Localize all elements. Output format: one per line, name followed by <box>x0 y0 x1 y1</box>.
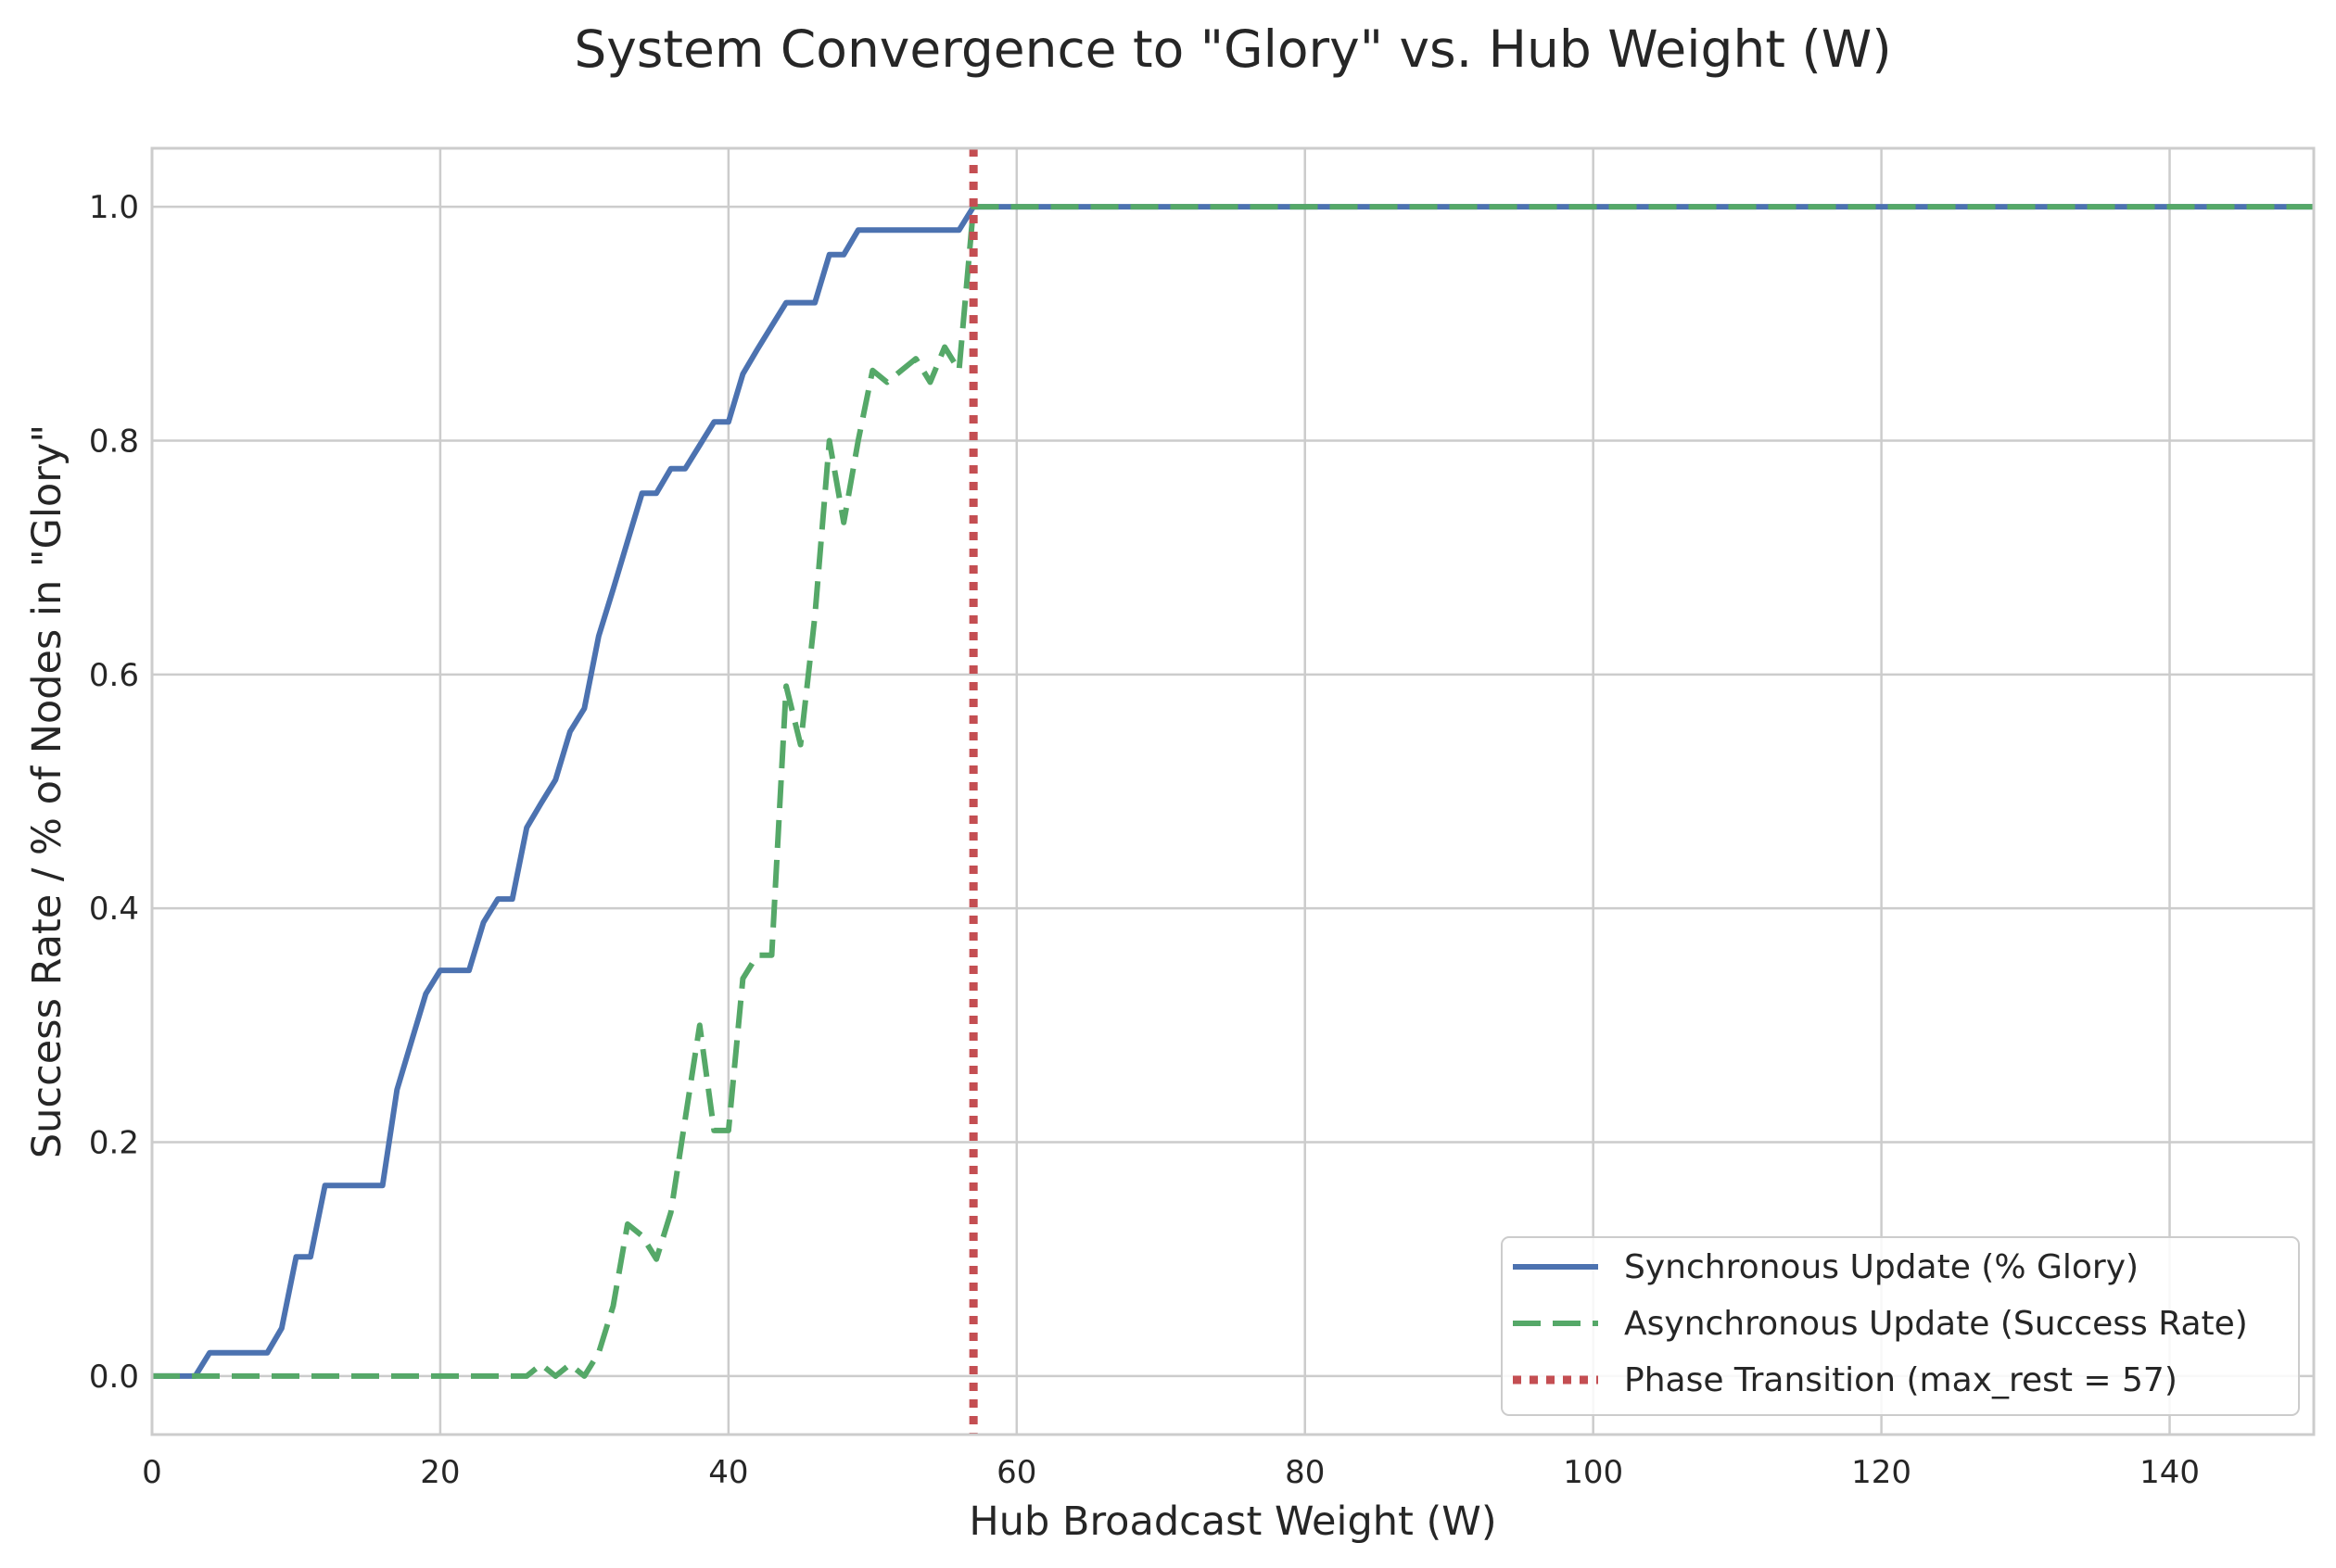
x-tick-label-0: 0 <box>142 1454 162 1491</box>
series-line-0 <box>152 204 2314 1379</box>
y-axis-label: Success Rate / % of Nodes in "Glory" <box>24 424 70 1158</box>
y-tick-label-4: 0.8 <box>89 423 139 460</box>
x-tick-label-4: 80 <box>1285 1454 1325 1491</box>
x-tick-label-6: 120 <box>1851 1454 1911 1491</box>
y-tick-label-3: 0.6 <box>89 657 139 694</box>
series-layer <box>152 204 2314 1379</box>
x-tick-label-1: 20 <box>420 1454 460 1491</box>
legend-label-2: Phase Transition (max_rest = 57) <box>1624 1361 2177 1399</box>
plot-frame <box>150 146 2316 1436</box>
series-line-1 <box>152 204 2314 1379</box>
plot-background <box>152 148 2314 1435</box>
x-tick-label-5: 100 <box>1563 1454 1623 1491</box>
y-axis-ticks: 0.0 0.2 0.4 0.6 0.8 1.0 <box>89 189 139 1396</box>
legend-box <box>1501 1236 2300 1416</box>
legend: Synchronous Update (% Glory) Asynchronous… <box>1501 1236 2300 1416</box>
plot-area <box>150 146 2316 1436</box>
y-tick-label-2: 0.4 <box>89 891 139 928</box>
chart-title: System Convergence to "Glory" vs. Hub We… <box>574 19 1891 79</box>
y-tick-label-1: 0.2 <box>89 1125 139 1162</box>
legend-label-0: Synchronous Update (% Glory) <box>1624 1248 2139 1286</box>
x-axis-ticks: 0 20 40 60 80 100 120 140 <box>142 1454 2200 1491</box>
x-tick-label-7: 140 <box>2139 1454 2200 1491</box>
y-tick-label-0: 0.0 <box>89 1359 139 1396</box>
x-tick-label-2: 40 <box>708 1454 748 1491</box>
x-tick-label-3: 60 <box>997 1454 1036 1491</box>
x-axis-label: Hub Broadcast Weight (W) <box>969 1498 1496 1545</box>
legend-items: Synchronous Update (% Glory) Asynchronous… <box>1513 1248 2248 1399</box>
y-tick-label-5: 1.0 <box>89 189 139 226</box>
grid <box>150 148 2314 1435</box>
legend-label-1: Asynchronous Update (Success Rate) <box>1624 1305 2248 1343</box>
